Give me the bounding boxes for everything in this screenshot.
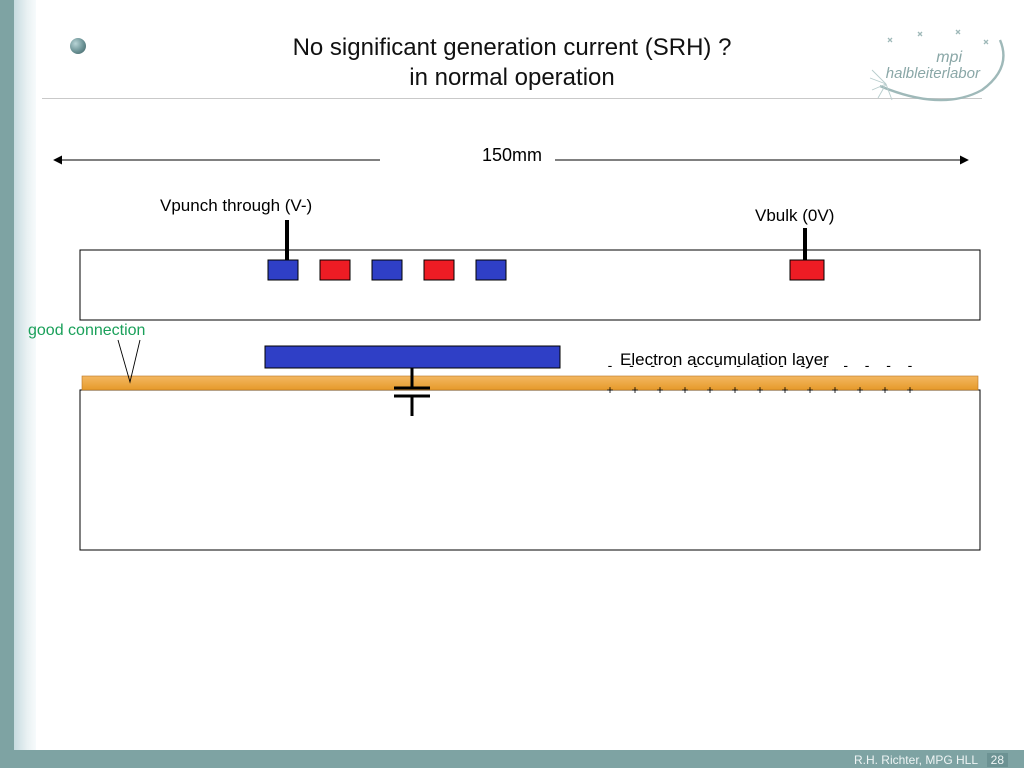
svg-text:+: + [831,383,838,397]
footer-page-number: 28 [987,753,1008,767]
svg-text:-: - [693,357,698,373]
svg-text:-: - [822,357,827,373]
svg-text:-: - [736,357,741,373]
svg-text:-: - [843,357,848,373]
svg-text:+: + [806,383,813,397]
svg-text:+: + [856,383,863,397]
diagram-svg: ---------------+++++++++++++ [0,0,1024,768]
svg-text:-: - [865,357,870,373]
svg-text:+: + [656,383,663,397]
svg-text:+: + [631,383,638,397]
svg-text:-: - [651,357,656,373]
svg-text:+: + [606,383,613,397]
svg-text:+: + [781,383,788,397]
svg-text:-: - [629,357,634,373]
svg-text:-: - [779,357,784,373]
svg-text:-: - [886,357,891,373]
svg-text:+: + [906,383,913,397]
svg-text:-: - [608,357,613,373]
svg-text:-: - [801,357,806,373]
footer-author: R.H. Richter, MPG HLL [854,753,978,767]
svg-text:+: + [706,383,713,397]
svg-text:-: - [715,357,720,373]
svg-text:-: - [758,357,763,373]
svg-text:-: - [672,357,677,373]
svg-text:+: + [756,383,763,397]
svg-text:+: + [681,383,688,397]
svg-text:-: - [908,357,913,373]
svg-text:+: + [881,383,888,397]
svg-text:+: + [731,383,738,397]
